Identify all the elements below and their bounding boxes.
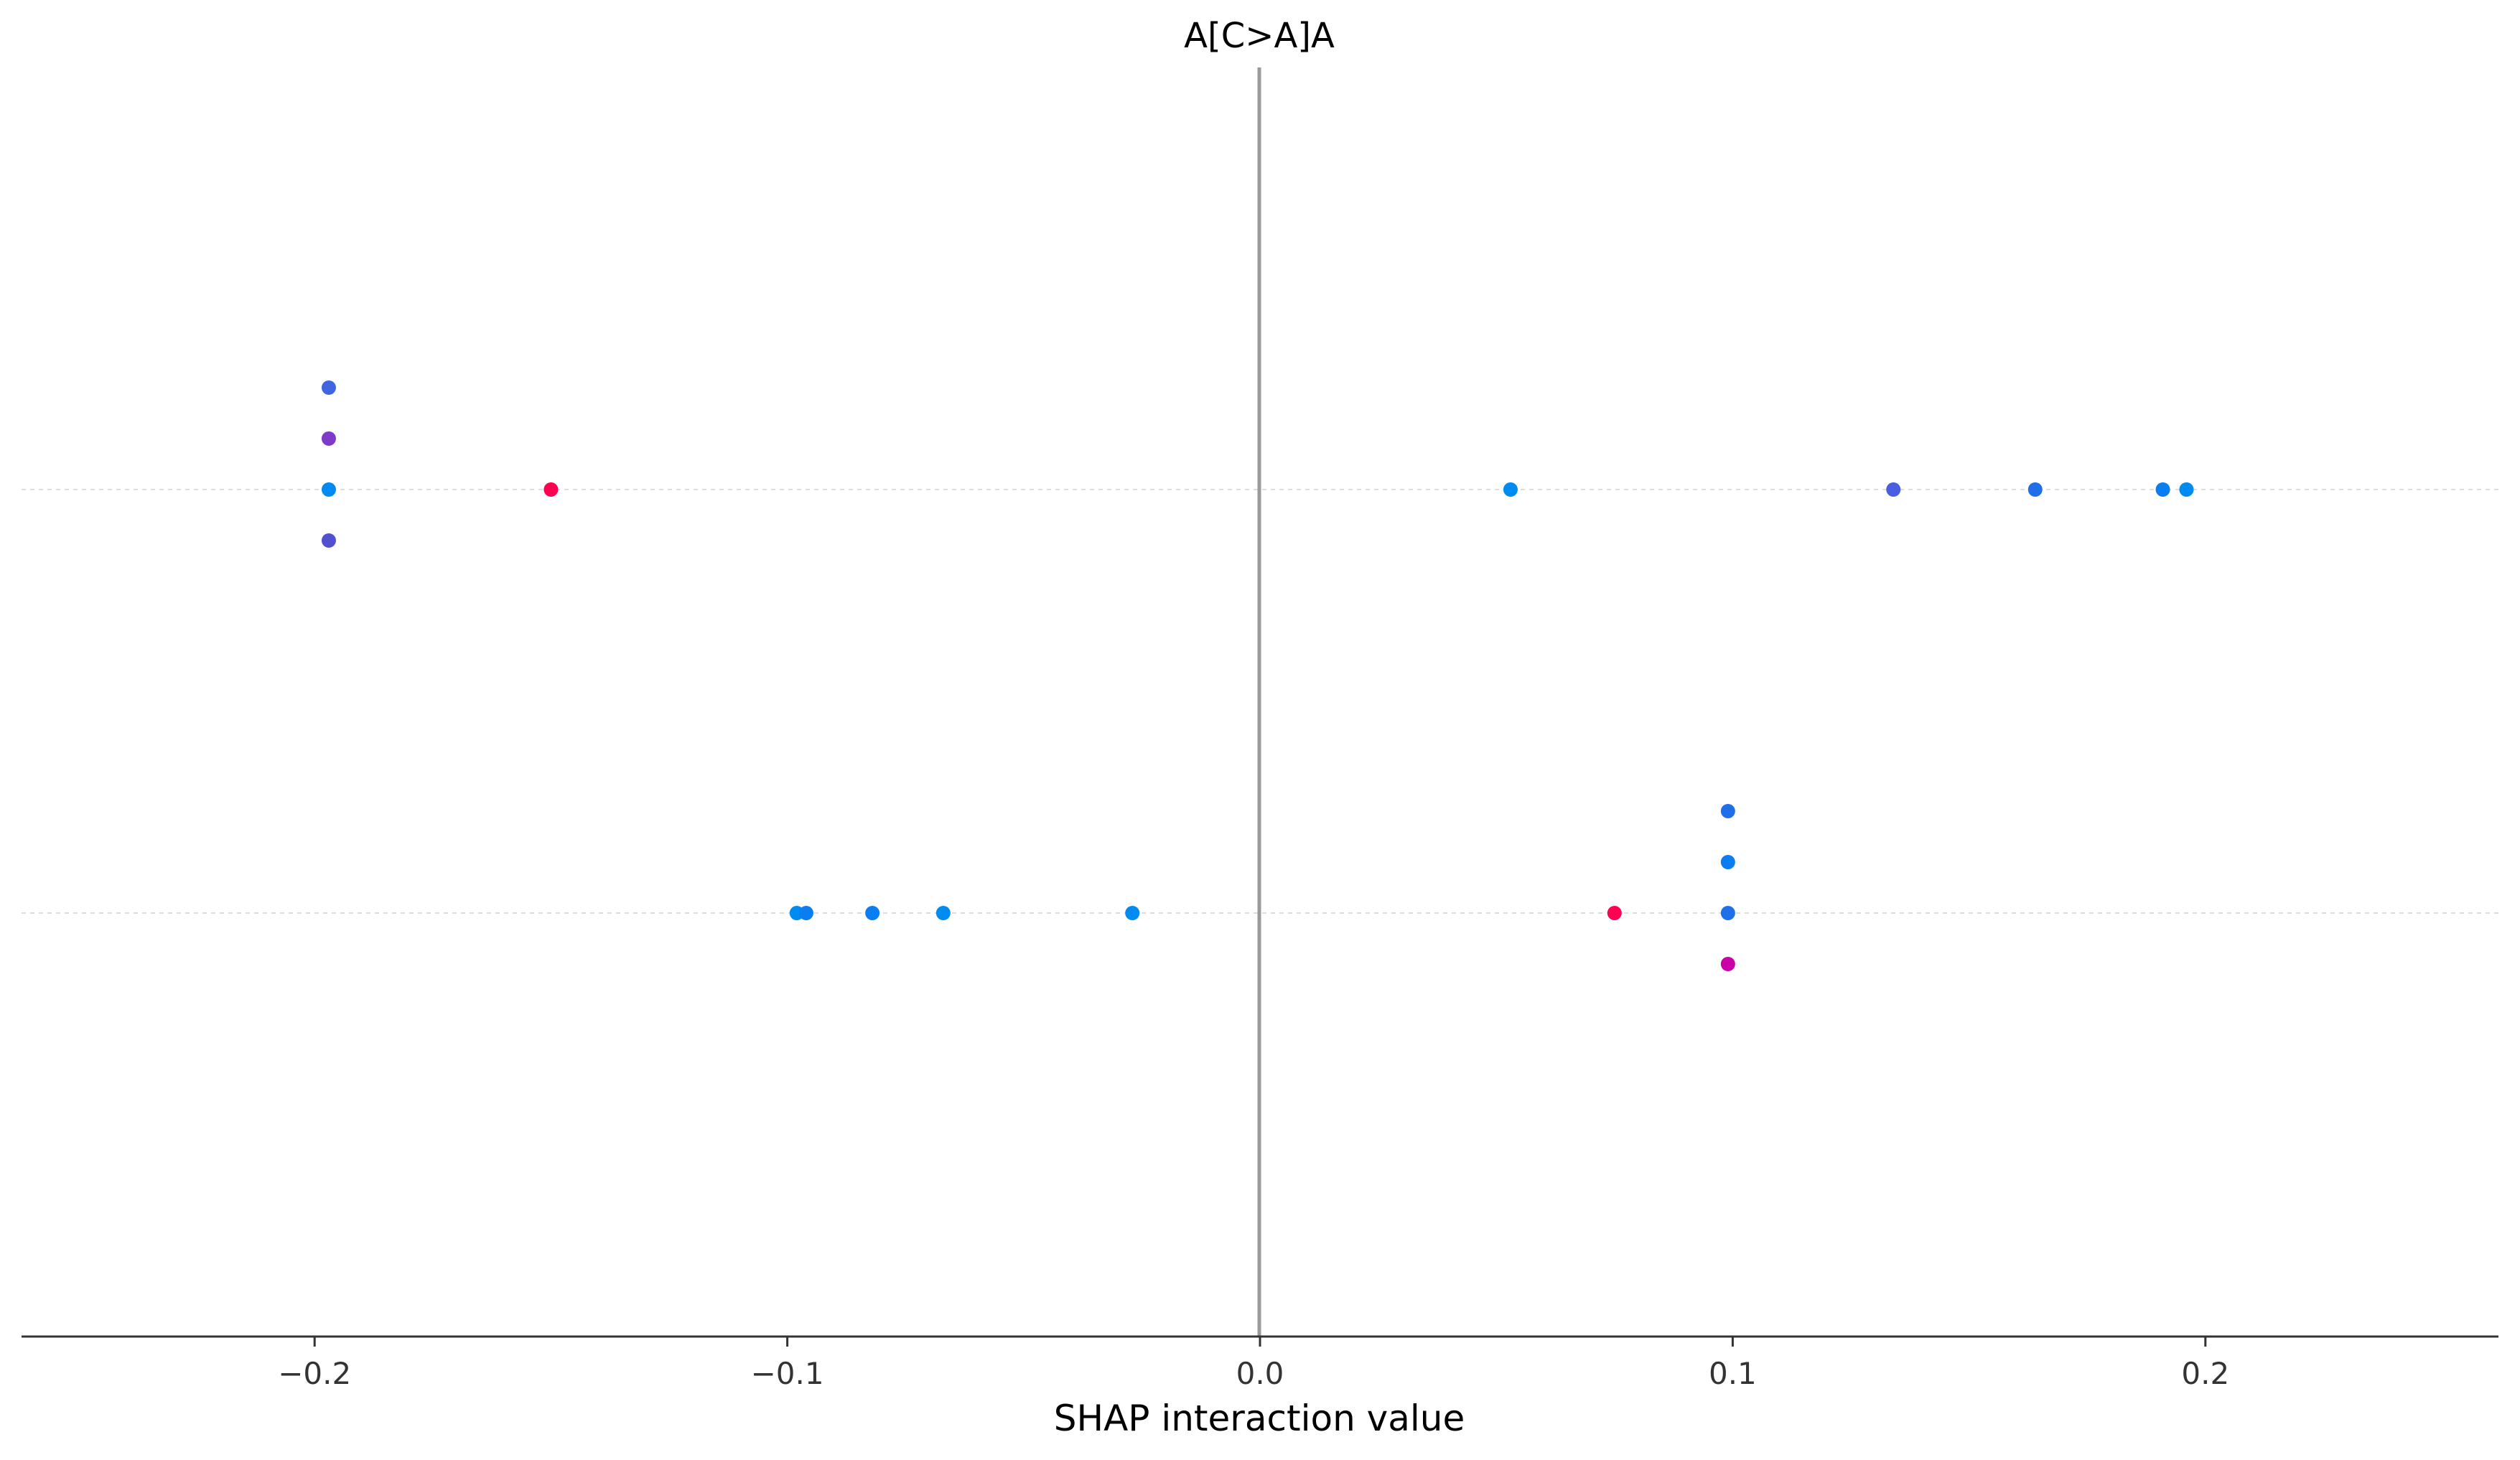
- data-point-row1-3: [935, 906, 951, 920]
- data-point-row0-6: [1886, 482, 1901, 497]
- data-point-row0-2: [321, 482, 336, 497]
- data-point-row1-9: [1720, 957, 1735, 971]
- data-point-row1-4: [1125, 906, 1140, 920]
- data-point-row1-1: [798, 906, 813, 920]
- data-point-row0-9: [2179, 482, 2194, 497]
- x-tick-label-0: −0.2: [278, 1356, 351, 1391]
- x-tick-label-2: 0.0: [1236, 1356, 1284, 1391]
- data-point-row1-6: [1720, 804, 1735, 818]
- data-point-row1-7: [1720, 855, 1735, 869]
- data-point-row0-4: [543, 482, 559, 497]
- x-axis-ticks: −0.2 −0.1 0.0 0.1 0.2: [278, 1337, 2229, 1391]
- data-points: [321, 380, 2194, 971]
- data-point-row0-0: [321, 380, 336, 395]
- data-point-row0-1: [321, 431, 336, 446]
- data-point-row0-8: [2155, 482, 2170, 497]
- data-point-row0-5: [1503, 482, 1518, 497]
- x-tick-label-3: 0.1: [1709, 1356, 1757, 1391]
- x-tick-label-1: −0.1: [751, 1356, 824, 1391]
- data-point-row0-7: [2027, 482, 2043, 497]
- data-point-row1-2: [865, 906, 880, 920]
- data-point-row1-8: [1720, 906, 1735, 920]
- data-point-row0-3: [321, 533, 336, 548]
- data-point-row1-5: [1607, 906, 1622, 920]
- x-tick-label-4: 0.2: [2181, 1356, 2229, 1391]
- chart-title: A[C>A]A: [1184, 16, 1335, 56]
- x-axis-label: SHAP interaction value: [1054, 1398, 1465, 1439]
